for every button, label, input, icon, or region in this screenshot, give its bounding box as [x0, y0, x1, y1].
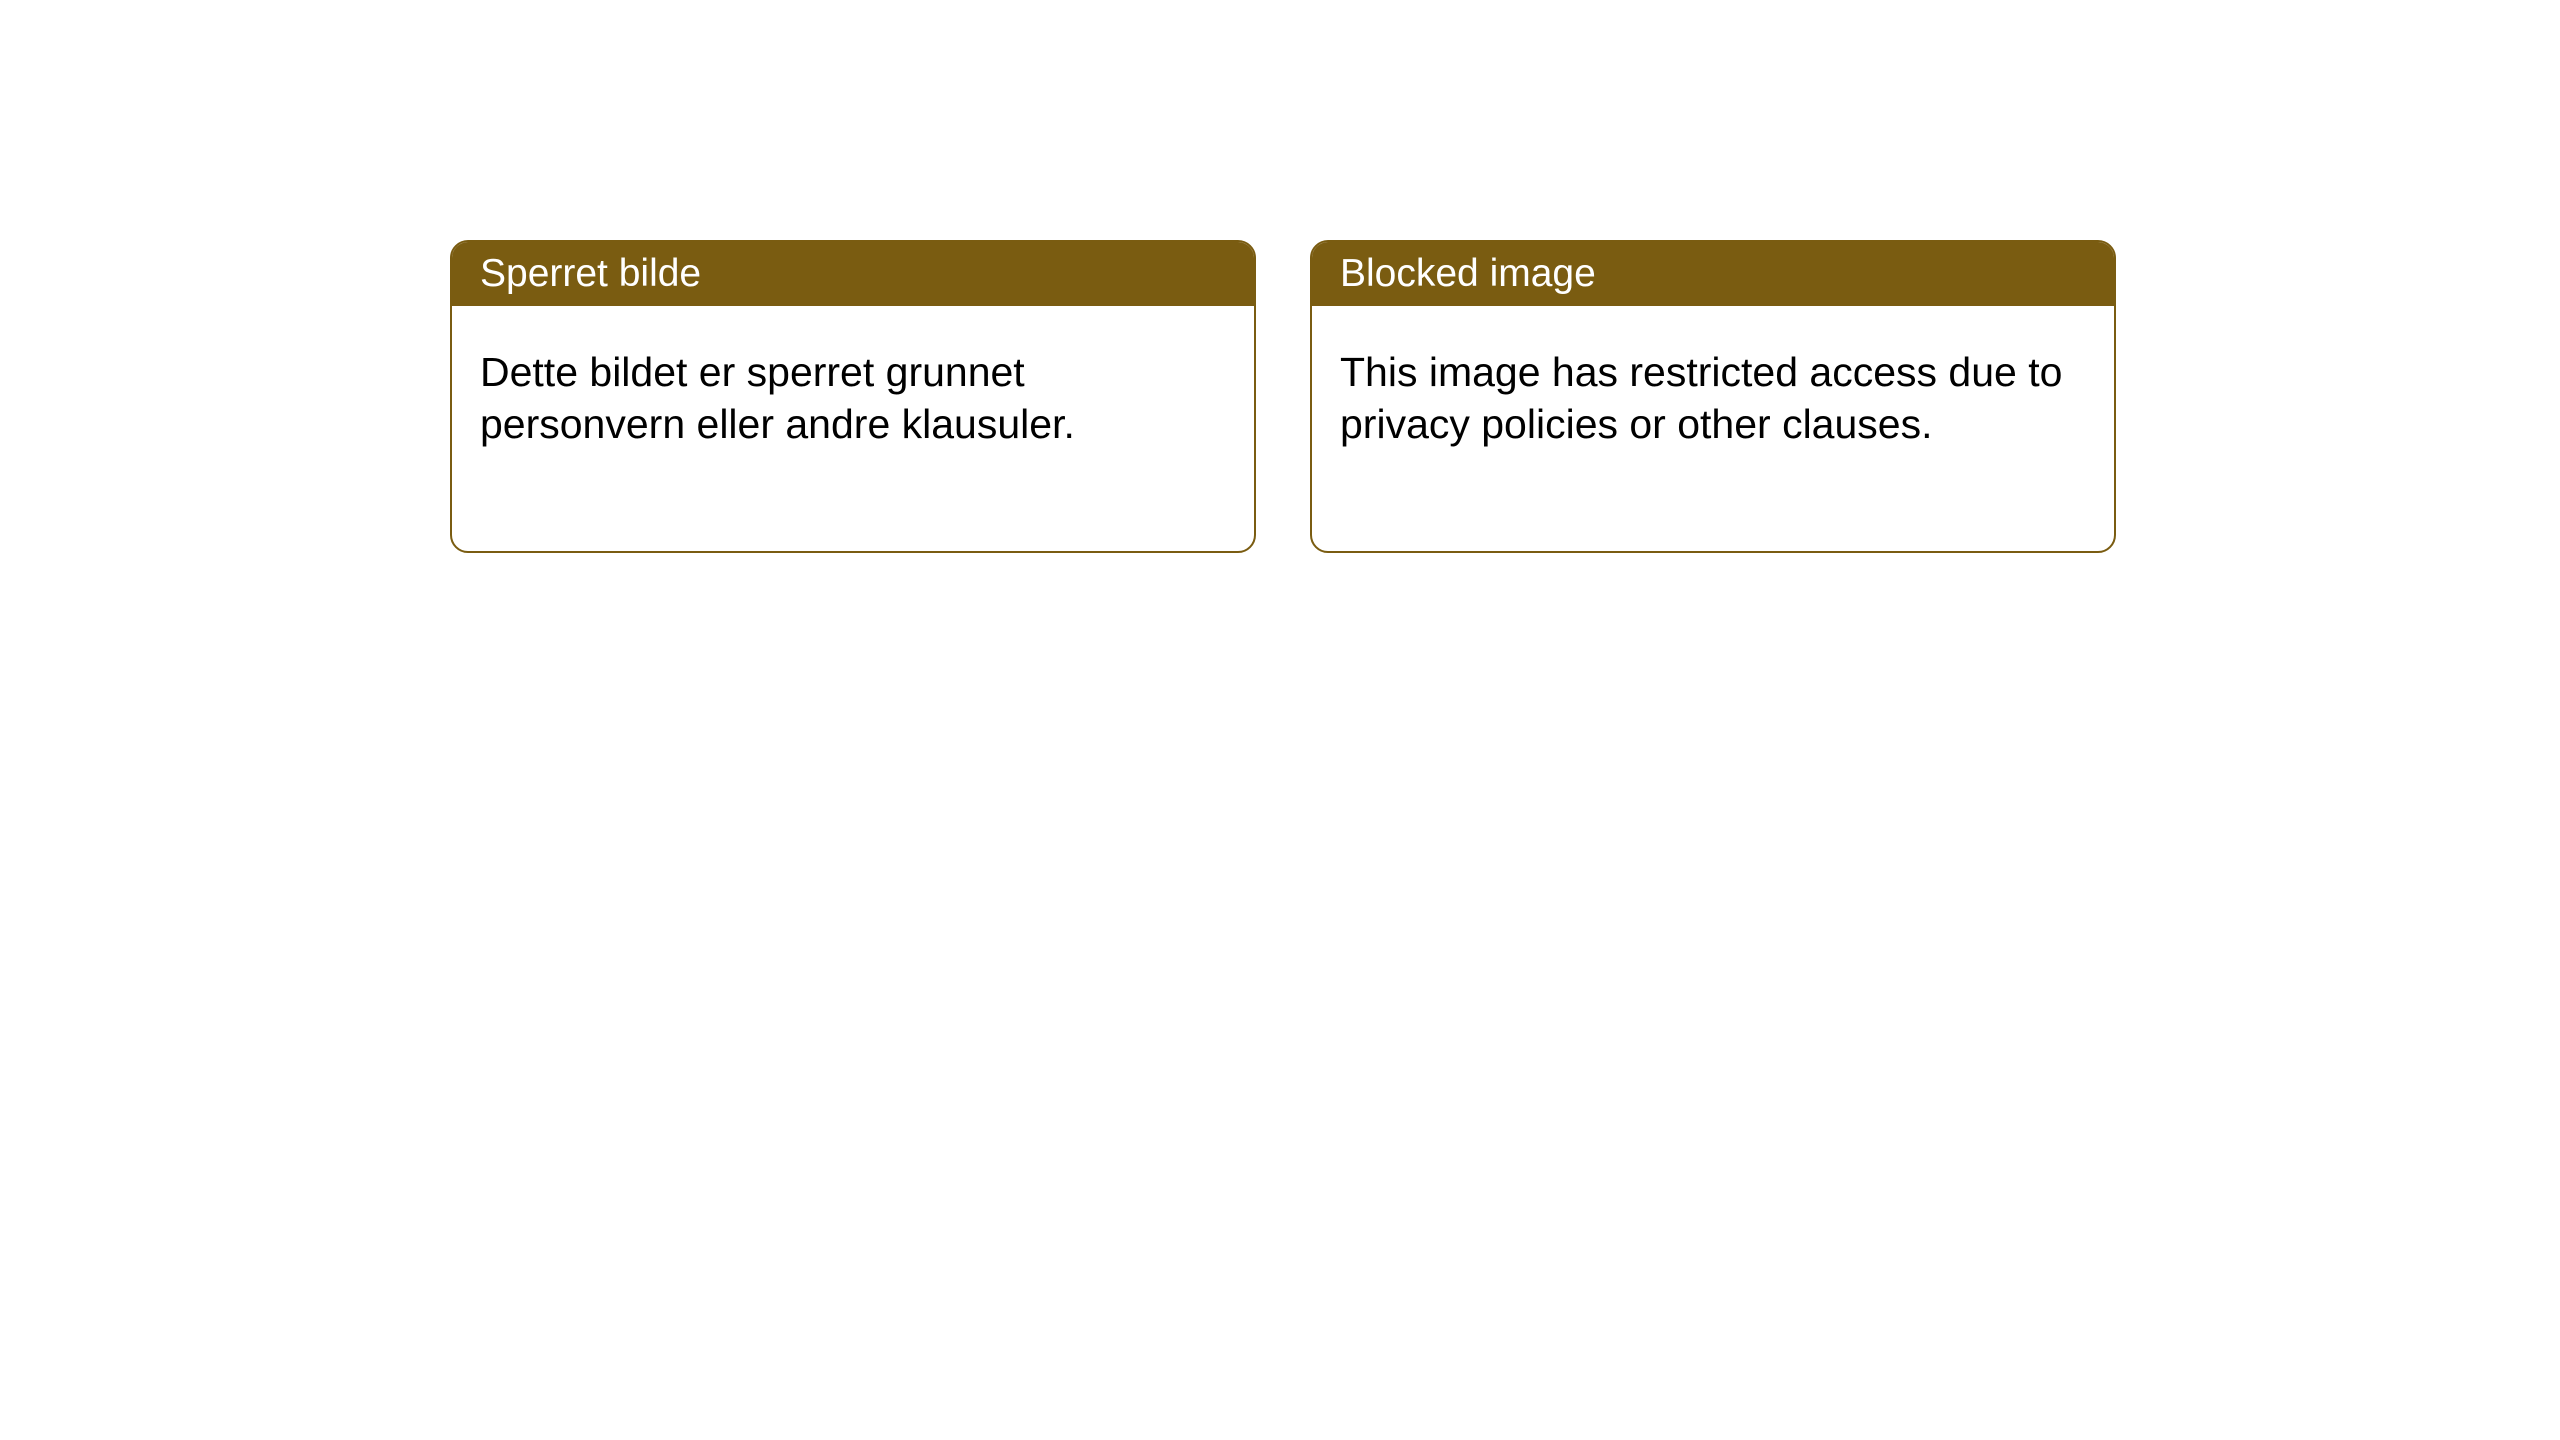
notice-message: Dette bildet er sperret grunnet personve… — [480, 349, 1075, 447]
notice-message: This image has restricted access due to … — [1340, 349, 2062, 447]
notice-card-norwegian: Sperret bilde Dette bildet er sperret gr… — [450, 240, 1256, 553]
notice-card-body: Dette bildet er sperret grunnet personve… — [452, 306, 1254, 551]
notice-title: Blocked image — [1340, 252, 1596, 295]
notice-title: Sperret bilde — [480, 252, 701, 295]
notice-container: Sperret bilde Dette bildet er sperret gr… — [0, 0, 2560, 553]
notice-card-body: This image has restricted access due to … — [1312, 306, 2114, 551]
notice-card-header: Blocked image — [1312, 242, 2114, 306]
notice-card-english: Blocked image This image has restricted … — [1310, 240, 2116, 553]
notice-card-header: Sperret bilde — [452, 242, 1254, 306]
